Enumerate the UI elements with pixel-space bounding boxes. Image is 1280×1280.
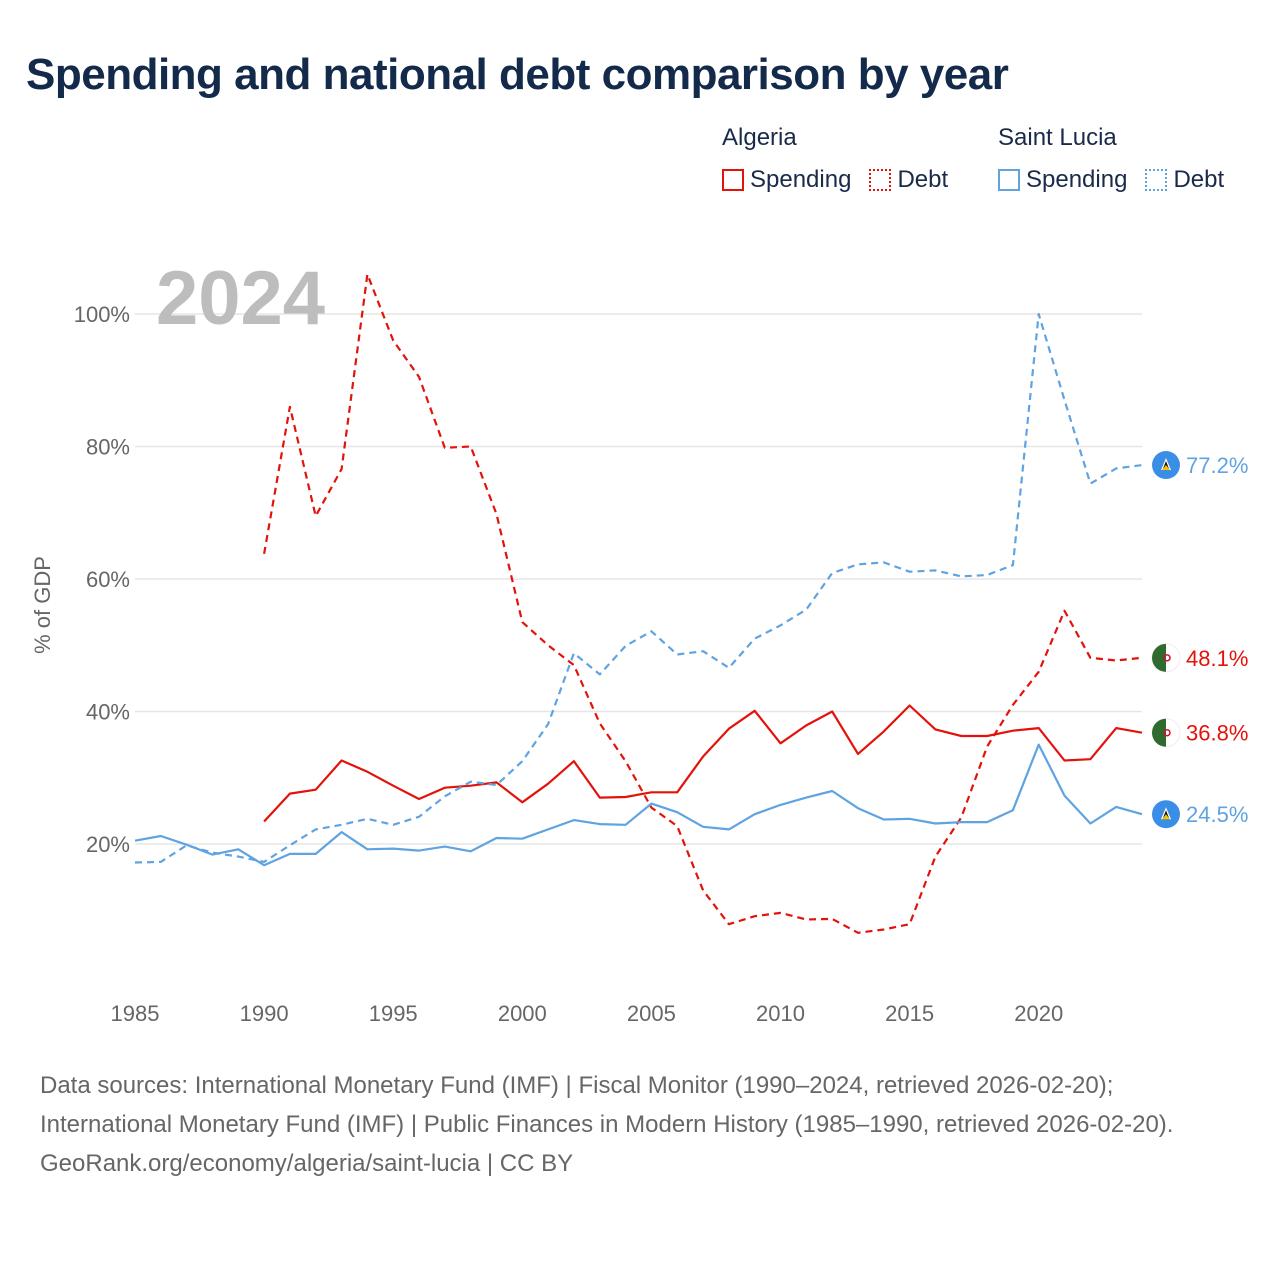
x-tick-label: 1990	[240, 1001, 289, 1026]
line-chart: 2024 % of GDP 20% 40% 60% 80% 100% 1985 1990 19…	[30, 256, 1248, 1026]
flag-crescent	[1163, 728, 1171, 737]
x-tick-label: 2005	[627, 1001, 676, 1026]
algeria-flag-icon	[1151, 718, 1181, 748]
x-tick-label: 2015	[885, 1001, 934, 1026]
year-watermark: 2024	[156, 256, 325, 341]
flag-yellow-triangle	[1162, 465, 1170, 471]
source-link[interactable]: GeoRank.org/economy/algeria/saint-lucia …	[40, 1150, 574, 1177]
y-tick-label: 40%	[86, 700, 130, 725]
end-value-label: 36.8%	[1186, 721, 1248, 746]
end-value-label: 48.1%	[1186, 646, 1248, 671]
flag-yellow-triangle	[1162, 814, 1170, 820]
legend-label: Spending	[750, 166, 852, 193]
y-tick-label: 80%	[86, 435, 130, 460]
legend-label: Debt	[897, 166, 949, 193]
flag-green-half	[1152, 643, 1166, 672]
legend-saint-lucia-debt[interactable]: Debt	[1145, 166, 1224, 194]
legend-label: Debt	[1173, 166, 1225, 193]
legend-country-saint-lucia: Saint Lucia	[998, 124, 1117, 151]
flag-crescent	[1163, 654, 1171, 662]
data-sources: Data sources: International Monetary Fun…	[40, 1072, 1174, 1138]
legend-saint-lucia-spending[interactable]: Spending	[998, 166, 1127, 194]
y-tick-label: 60%	[86, 567, 130, 592]
x-tick-label: 2020	[1014, 1001, 1063, 1026]
x-tick-label: 1985	[111, 1001, 160, 1026]
y-tick-label: 100%	[74, 302, 130, 327]
x-tick-label: 2000	[498, 1001, 547, 1026]
legend-algeria: Algeria Spending Debt	[722, 124, 966, 194]
series-line	[134, 743, 1143, 867]
legend-country-algeria: Algeria	[722, 124, 797, 151]
flag-green-half	[1152, 718, 1166, 747]
x-tick-label: 2010	[756, 1001, 805, 1026]
saint-lucia-flag-icon	[1152, 800, 1180, 829]
legend-swatch-dotted	[1145, 169, 1168, 191]
legend-swatch-dotted	[869, 169, 892, 191]
end-value-label: 24.5%	[1186, 802, 1248, 827]
series-line	[134, 312, 1143, 864]
legend-swatch-solid	[998, 169, 1020, 191]
chart-title: Spending and national debt comparison by…	[26, 50, 1009, 99]
legend-saint-lucia: Saint Lucia Spending Debt	[998, 124, 1242, 194]
series-line	[263, 704, 1143, 823]
x-tick-label: 1995	[369, 1001, 418, 1026]
series-line	[263, 273, 1143, 934]
y-tick-label: 20%	[86, 832, 130, 857]
legend-swatch-solid	[722, 169, 744, 191]
footer: Data sources: International Monetary Fun…	[40, 1066, 1240, 1183]
end-value-label: 77.2%	[1186, 453, 1248, 478]
legend-label: Spending	[1026, 166, 1128, 193]
algeria-flag-icon	[1151, 643, 1181, 673]
legend-algeria-spending[interactable]: Spending	[722, 166, 851, 194]
saint-lucia-flag-icon	[1152, 451, 1180, 480]
legend-algeria-debt[interactable]: Debt	[869, 166, 948, 194]
y-axis-label: % of GDP	[30, 556, 55, 654]
